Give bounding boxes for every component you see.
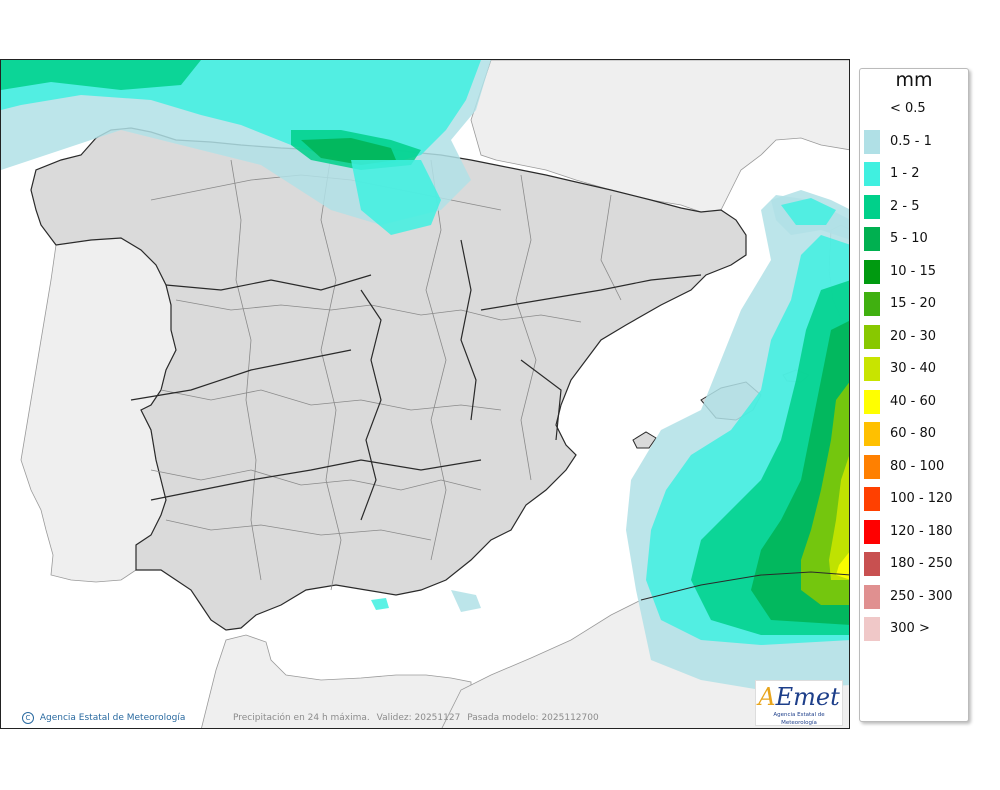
legend-swatch xyxy=(864,227,880,251)
caption-validity: Validez: 20251127 xyxy=(376,713,461,723)
legend-swatch xyxy=(864,129,880,154)
legend-swatch xyxy=(864,357,880,381)
caption-title: Precipitación en 24 h máxima. xyxy=(233,713,370,723)
legend-swatch xyxy=(864,162,880,186)
legend-swatch xyxy=(864,617,880,641)
legend-label: 180 - 250 xyxy=(890,556,953,571)
precipitation-fields xyxy=(1,60,849,690)
aemet-logo: AEmet Agencia Estatal de Meteorología xyxy=(755,680,843,726)
legend-label: 15 - 20 xyxy=(890,296,937,311)
legend-swatch xyxy=(864,292,880,316)
legend-swatch xyxy=(864,487,880,511)
legend-label: 300 > xyxy=(890,621,930,636)
region-lines xyxy=(130,239,702,521)
map-canvas xyxy=(1,60,849,728)
aemet-credit: C Agencia Estatal de Meteorología xyxy=(22,712,185,724)
legend-label: 40 - 60 xyxy=(890,393,937,409)
algeria-coast xyxy=(640,571,849,601)
legend-label: 2 - 5 xyxy=(890,198,920,214)
legend-swatch xyxy=(864,584,880,609)
credit-text: Agencia Estatal de Meteorología xyxy=(39,713,186,723)
legend-label: 60 - 80 xyxy=(890,426,937,441)
legend-label: 10 - 15 xyxy=(890,263,937,279)
legend-panel: mm < 0.5 0.5 - 1 1 - 2 2 - 5 5 - 10 10 - 15 15… xyxy=(859,68,969,722)
aemet-logo-subtitle: Agencia Estatal de Meteorología xyxy=(773,712,825,726)
legend-label: 20 - 30 xyxy=(890,328,937,344)
legend-label: 100 - 120 xyxy=(890,491,953,506)
legend-label: < 0.5 xyxy=(890,101,926,116)
legend-swatch xyxy=(864,97,880,121)
legend-label: 30 - 40 xyxy=(890,361,937,376)
legend-swatch xyxy=(864,454,880,479)
legend-label: 250 - 300 xyxy=(890,588,953,604)
map-caption: Precipitación en 24 h máxima. Validez: 2… xyxy=(233,713,599,723)
legend-unit: mm xyxy=(895,69,933,91)
legend-swatch xyxy=(864,422,880,446)
aemet-wordmark: AEmet xyxy=(758,683,840,711)
legend-label: 1 - 2 xyxy=(890,166,920,181)
legend-swatch xyxy=(864,259,880,284)
precipitation-map xyxy=(0,59,850,729)
legend-label: 120 - 180 xyxy=(890,523,953,539)
legend-swatch xyxy=(864,519,880,544)
caption-model-run: Pasada modelo: 2025112700 xyxy=(467,713,599,723)
legend-swatch xyxy=(864,389,880,414)
legend-label: 5 - 10 xyxy=(890,231,928,246)
copyright-icon: C xyxy=(22,712,34,724)
morocco-land xyxy=(201,634,472,728)
ibiza-land xyxy=(632,431,657,449)
legend-label: 0.5 - 1 xyxy=(890,133,932,149)
legend-swatch xyxy=(864,552,880,576)
legend-swatch xyxy=(864,194,880,219)
province-lines xyxy=(150,154,622,591)
legend-label: 80 - 100 xyxy=(890,458,945,474)
legend-swatch xyxy=(864,324,880,349)
